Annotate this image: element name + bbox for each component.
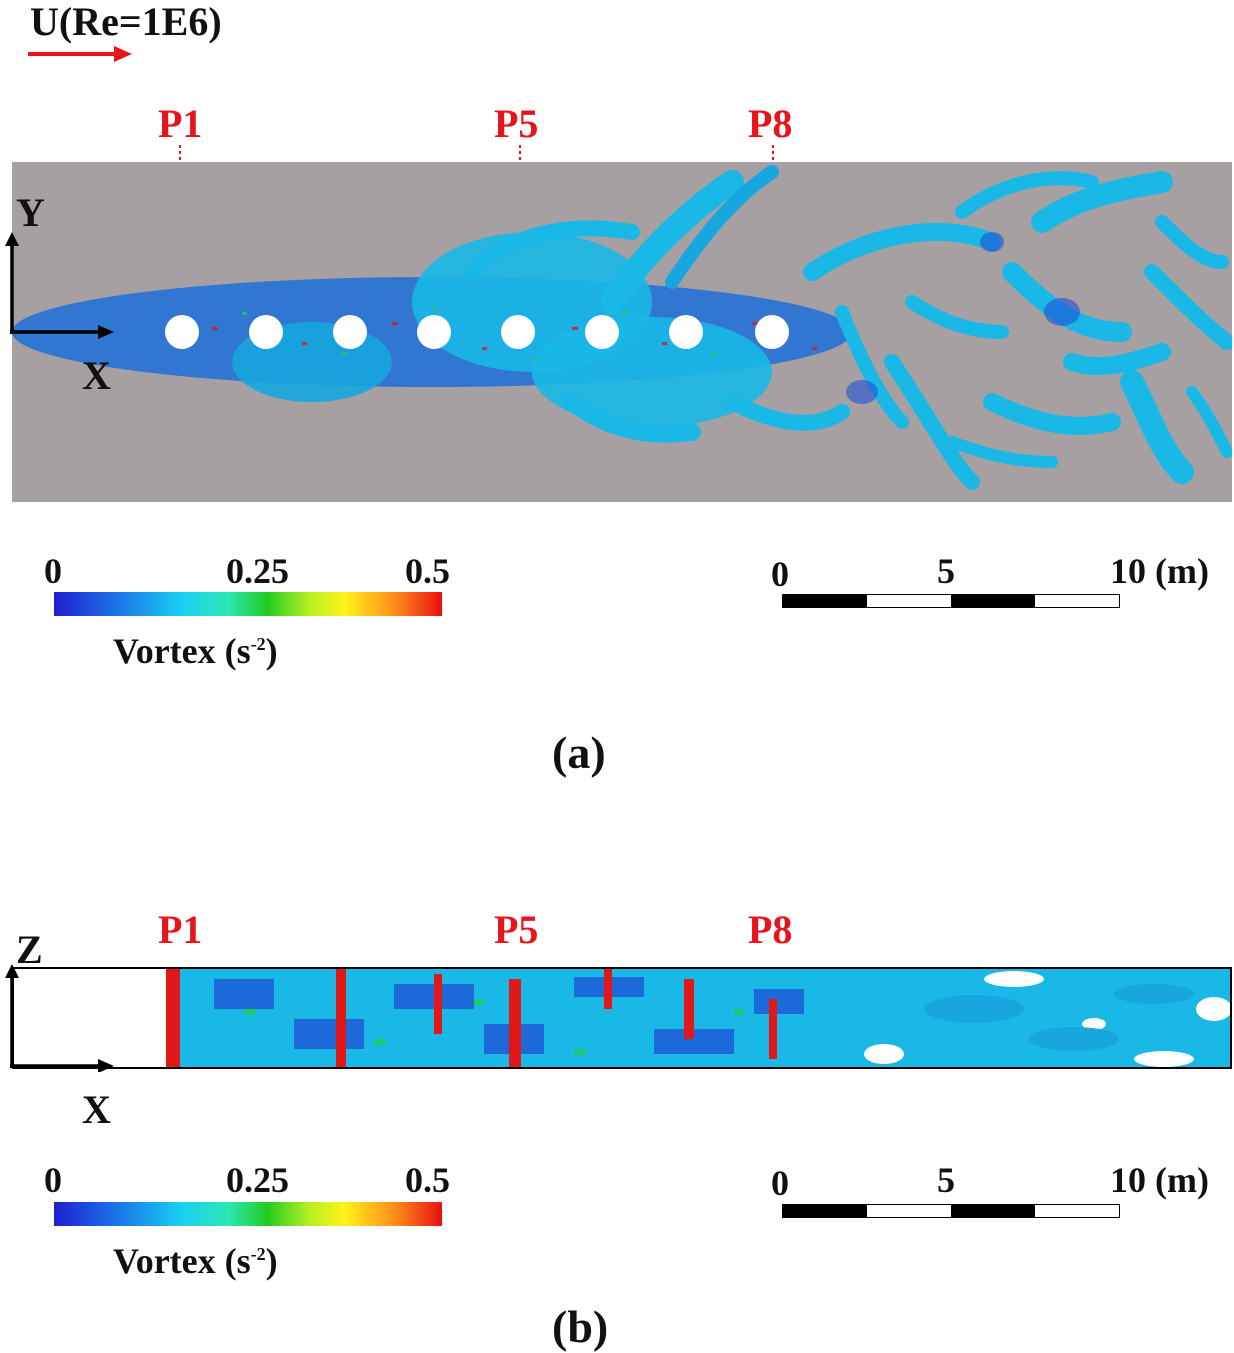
- position-label-p8-b: P8: [748, 907, 793, 952]
- caption-a: (a): [552, 727, 606, 778]
- axis-label-x-a: X: [82, 353, 111, 398]
- colorbar-tick-max-b: 0.5: [405, 1160, 450, 1200]
- position-label-p1-b: P1: [158, 907, 203, 952]
- flow-direction-arrow-icon: [28, 46, 132, 62]
- scalebar-tick-0-a: 0: [771, 554, 789, 594]
- axis-label-z: Z: [16, 927, 43, 972]
- scalebar-tick-10-b: 10 (m): [1110, 1160, 1209, 1200]
- top-view-flow-field: [12, 162, 1232, 502]
- colorbar-tick-mid-a: 0.25: [226, 551, 289, 591]
- colorbar-tick-0-b: 0: [44, 1160, 62, 1200]
- colorbar-label-b: Vortex (s-2): [113, 1241, 278, 1281]
- colorbar-a: [54, 592, 442, 616]
- axis-arrows-a-icon: [5, 232, 114, 339]
- scalebar-a: [782, 594, 1120, 608]
- colorbar-b: [54, 1202, 442, 1226]
- colorbar-tick-0-a: 0: [44, 551, 62, 591]
- position-label-p1-a: P1: [158, 101, 203, 146]
- colorbar-label-a: Vortex (s-2): [113, 631, 278, 671]
- cylinders: [165, 315, 789, 349]
- side-view-flow-field: [12, 967, 1232, 1069]
- colorbar-tick-mid-b: 0.25: [226, 1160, 289, 1200]
- axis-label-y: Y: [16, 190, 45, 235]
- colorbar-tick-max-a: 0.5: [405, 551, 450, 591]
- vortex-structures-side: [166, 969, 1230, 1067]
- flow-label: U(Re=1E6): [30, 0, 222, 44]
- vortex-structures-top: [12, 165, 1232, 490]
- scalebar-tick-10-a: 10 (m): [1110, 551, 1209, 591]
- scalebar-tick-5-b: 5: [937, 1160, 955, 1200]
- axis-label-x-b: X: [82, 1087, 111, 1132]
- position-label-p5-a: P5: [494, 101, 539, 146]
- scalebar-tick-0-b: 0: [771, 1163, 789, 1203]
- axis-arrows-b-icon: [5, 964, 114, 1072]
- position-label-p8-a: P8: [748, 101, 793, 146]
- caption-b: (b): [552, 1301, 609, 1352]
- scalebar-tick-5-a: 5: [937, 551, 955, 591]
- position-label-p5-b: P5: [494, 907, 539, 952]
- scalebar-b: [782, 1204, 1120, 1218]
